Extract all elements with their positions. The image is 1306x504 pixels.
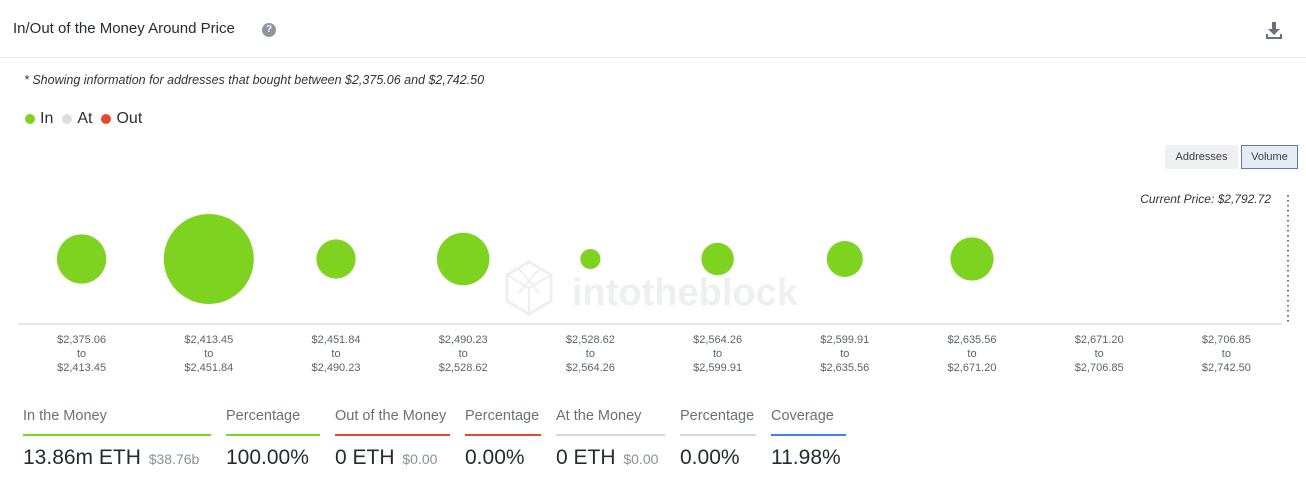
question-circle-icon[interactable]: ? — [262, 23, 276, 37]
legend-dot-out — [101, 114, 112, 124]
legend-dot-in — [25, 114, 35, 124]
x-tick-label-7-to: to — [840, 348, 849, 360]
x-tick-label-9-end: $2,706.85 — [1075, 362, 1124, 374]
stat-at-the-money: At the Money 0 ETH $0.00 — [556, 408, 665, 470]
download-icon[interactable] — [1264, 20, 1284, 40]
x-tick-label-6-end: $2,599.91 — [693, 362, 742, 374]
stat-label: Coverage — [771, 408, 834, 424]
legend-item-in[interactable]: In — [25, 110, 53, 128]
x-tick-label-3-from: $2,451.84 — [312, 334, 361, 346]
x-tick-label-8-from: $2,635.56 — [948, 334, 997, 346]
x-tick-label-7-from: $2,599.91 — [820, 334, 869, 346]
bubble-5[interactable] — [580, 248, 601, 270]
x-tick-label-10-end: $2,742.50 — [1202, 362, 1251, 374]
x-tick-label-2-to: to — [204, 348, 213, 360]
x-tick-label-9-to: to — [1095, 348, 1104, 360]
x-tick-label-7-end: $2,635.56 — [820, 362, 869, 374]
watermark-logo: intotheblock — [505, 260, 799, 316]
legend-dot-at — [62, 114, 73, 124]
stat-label: Percentage — [465, 408, 540, 424]
stat-value: 0.00% — [465, 446, 525, 469]
watermark-text: intotheblock — [572, 272, 799, 314]
x-tick-label-6-to: to — [713, 348, 722, 360]
addresses-toggle-button[interactable]: Addresses — [1165, 145, 1238, 169]
bubble-1[interactable] — [56, 234, 107, 284]
stat-label: Out of the Money — [335, 408, 447, 424]
x-tick-label-1-from: $2,375.06 — [57, 334, 106, 346]
stat-label: In the Money — [23, 408, 107, 424]
bubble-8[interactable] — [950, 237, 994, 281]
stat-underline — [465, 434, 541, 436]
bubble-6[interactable] — [701, 242, 734, 276]
x-tick-label-2-from: $2,413.45 — [184, 334, 233, 346]
current-price-label: Current Price: $2,792.72 — [1140, 192, 1271, 206]
stat-out-percentage: Percentage 0.00% — [465, 408, 541, 470]
stat-value: 0.00% — [680, 446, 740, 469]
x-tick-label-8-to: to — [967, 348, 976, 360]
x-tick-label-5-to: to — [586, 348, 595, 360]
stat-value: 13.86m ETH $38.76b — [23, 446, 200, 469]
x-tick-label-2-end: $2,451.84 — [184, 362, 233, 374]
x-tick-label-8-end: $2,671.20 — [948, 362, 997, 374]
card-header: In/Out of the Money Around Price ? — [0, 0, 1306, 58]
bubble-chart: intotheblock $2,375.06 to $2,413.45 $2,413.… — [18, 195, 1289, 374]
stat-underline — [771, 434, 846, 436]
x-tick-label-4-end: $2,528.62 — [439, 362, 488, 374]
stat-value: 0 ETH $0.00 — [556, 446, 659, 469]
legend-label-out: Out — [116, 110, 143, 127]
stat-label: At the Money — [556, 408, 642, 424]
legend: In At Out — [25, 110, 151, 128]
bubble-4[interactable] — [436, 232, 490, 286]
card-title: In/Out of the Money Around Price — [13, 20, 235, 37]
x-tick-label-10-from: $2,706.85 — [1202, 334, 1251, 346]
stat-in-percentage: Percentage 100.00% — [226, 408, 320, 470]
bubble-3[interactable] — [316, 239, 356, 279]
x-tick-label-6-from: $2,564.26 — [693, 334, 742, 346]
stat-value: 0 ETH $0.00 — [335, 446, 438, 469]
x-tick-label-10-to: to — [1222, 348, 1231, 360]
x-tick-label-9-from: $2,671.20 — [1075, 334, 1124, 346]
bubble-2[interactable] — [163, 214, 254, 304]
x-tick-label-1-to: to — [77, 348, 86, 360]
bubble-7[interactable] — [826, 241, 863, 277]
x-tick-label-3-end: $2,490.23 — [312, 362, 361, 374]
legend-label-in: In — [40, 110, 54, 127]
stat-underline — [680, 434, 756, 436]
x-tick-label-4-from: $2,490.23 — [439, 334, 488, 346]
stat-label: Percentage — [680, 408, 755, 424]
stat-value: 100.00% — [226, 446, 309, 469]
stat-value: 11.98% — [771, 446, 841, 469]
stat-underline — [226, 434, 320, 436]
x-tick-label-1-end: $2,413.45 — [57, 362, 106, 374]
stat-coverage: Coverage 11.98% — [771, 408, 846, 470]
stat-at-percentage: Percentage 0.00% — [680, 408, 756, 470]
volume-toggle-button[interactable]: Volume — [1241, 145, 1298, 169]
legend-item-out[interactable]: Out — [101, 110, 142, 128]
stat-underline — [335, 434, 450, 436]
stat-out-of-the-money: Out of the Money 0 ETH $0.00 — [335, 408, 450, 470]
stat-underline — [556, 434, 665, 436]
x-tick-label-3-to: to — [331, 348, 340, 360]
x-tick-label-5-end: $2,564.26 — [566, 362, 615, 374]
x-tick-label-5-from: $2,528.62 — [566, 334, 615, 346]
stat-in-the-money: In the Money 13.86m ETH $38.76b — [23, 408, 211, 470]
legend-label-at: At — [77, 110, 93, 127]
legend-item-at[interactable]: At — [62, 110, 92, 128]
stat-underline — [23, 434, 211, 436]
stat-label: Percentage — [226, 408, 301, 424]
range-note: * Showing information for addresses that… — [24, 73, 485, 87]
x-tick-label-4-to: to — [459, 348, 468, 360]
